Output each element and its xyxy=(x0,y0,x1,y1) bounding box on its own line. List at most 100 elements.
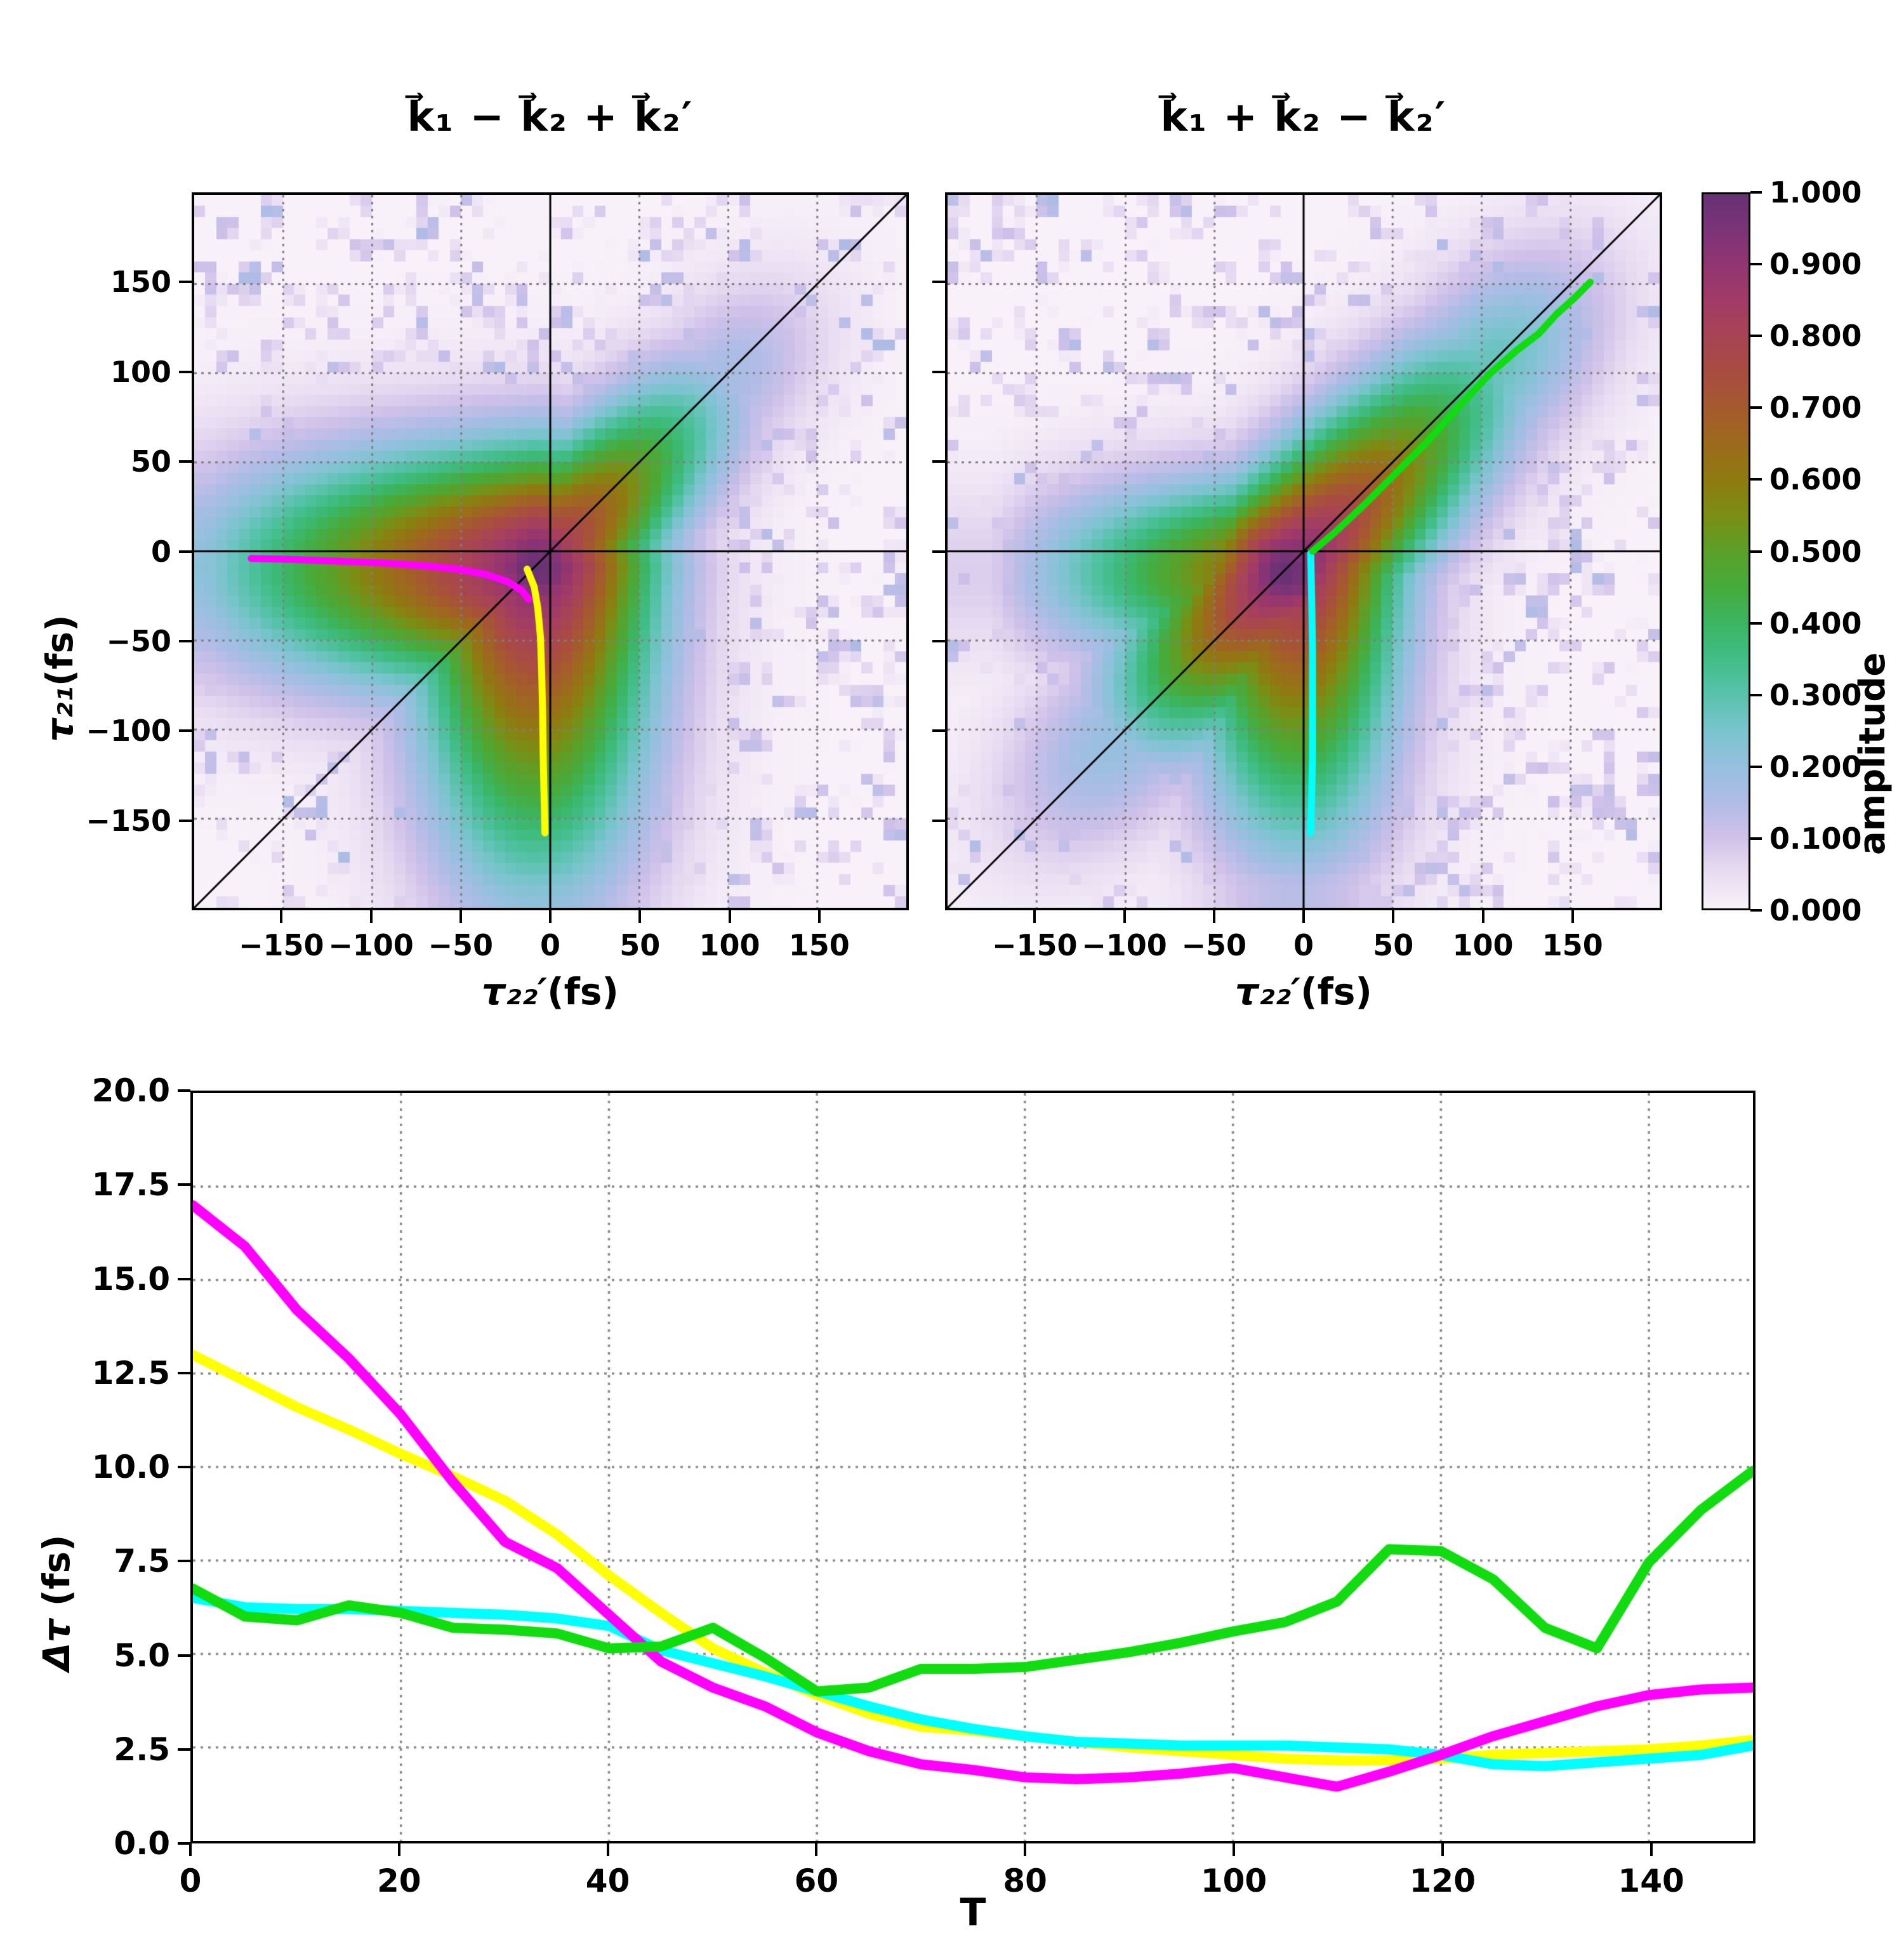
y-tick-label: −150 xyxy=(86,803,171,838)
y-tick-mark xyxy=(178,1277,190,1280)
x-tick-label: 100 xyxy=(1452,928,1514,962)
colorbar-tick-mark xyxy=(1750,263,1762,266)
y-tick-mark xyxy=(179,281,192,284)
x-tick-label: 0 xyxy=(179,1862,202,1899)
y-tick-label: 7.5 xyxy=(114,1543,170,1580)
x-tick-label: −100 xyxy=(1081,928,1167,962)
x-tick-mark xyxy=(728,910,731,923)
y-tick-label: 0 xyxy=(150,534,171,569)
left-heatmap-ylabel: τ₂₁(fs) xyxy=(38,614,81,742)
y-tick-label: 0.0 xyxy=(114,1825,170,1862)
right-heatmap-axes xyxy=(945,192,1662,910)
y-tick-mark xyxy=(179,370,192,373)
x-tick-label: 40 xyxy=(585,1862,630,1899)
x-tick-mark xyxy=(1302,910,1305,923)
x-tick-mark xyxy=(817,910,821,923)
colorbar-tick-label: 0.300 xyxy=(1769,677,1862,712)
colorbar xyxy=(1702,192,1750,910)
line-chart-xlabel: T xyxy=(960,1890,986,1935)
y-tick-mark xyxy=(932,639,945,642)
xlabel-math: τ₂₂′ xyxy=(1235,970,1301,1013)
y-tick-mark xyxy=(178,1842,190,1845)
y-tick-label: 10.0 xyxy=(91,1449,170,1485)
colorbar-tick-mark xyxy=(1750,621,1762,625)
x-tick-label: 150 xyxy=(788,928,850,962)
colorbar-tick-mark xyxy=(1750,191,1762,194)
colorbar-tick-mark xyxy=(1750,765,1762,768)
x-tick-label: 0 xyxy=(1293,928,1314,962)
x-tick-label: −150 xyxy=(238,928,324,962)
x-tick-mark xyxy=(1233,1843,1235,1856)
x-tick-label: 100 xyxy=(699,928,760,962)
colorbar-tick-label: 0.500 xyxy=(1769,534,1862,569)
y-tick-mark xyxy=(178,1560,190,1563)
x-tick-mark xyxy=(1212,910,1215,923)
x-tick-mark xyxy=(1441,1843,1444,1856)
y-tick-mark xyxy=(178,1089,190,1092)
x-tick-mark xyxy=(1571,910,1574,923)
y-tick-label: 5.0 xyxy=(114,1637,170,1674)
x-tick-label: 120 xyxy=(1409,1862,1476,1899)
y-tick-mark xyxy=(932,819,945,822)
x-tick-mark xyxy=(459,910,462,923)
y-tick-label: 100 xyxy=(110,354,171,389)
x-tick-label: 60 xyxy=(794,1862,839,1899)
y-tick-mark xyxy=(932,729,945,733)
xlabel-math: τ₂₂′ xyxy=(482,970,548,1013)
y-tick-mark xyxy=(179,819,192,822)
x-tick-label: −150 xyxy=(991,928,1078,962)
y-tick-label: −50 xyxy=(106,623,171,658)
colorbar-tick-label: 0.100 xyxy=(1769,821,1862,856)
y-tick-mark xyxy=(179,639,192,642)
y-tick-mark xyxy=(178,1466,190,1468)
y-tick-mark xyxy=(178,1371,190,1374)
colorbar-tick-label: 1.000 xyxy=(1769,175,1862,209)
y-tick-mark xyxy=(932,550,945,553)
x-tick-label: 50 xyxy=(1373,928,1414,962)
x-tick-mark xyxy=(815,1843,818,1856)
colorbar-tick-label: 0.700 xyxy=(1769,390,1862,425)
y-tick-mark xyxy=(932,370,945,373)
x-tick-mark xyxy=(638,910,642,923)
colorbar-tick-mark xyxy=(1750,909,1762,912)
x-tick-label: 50 xyxy=(619,928,661,962)
y-tick-mark xyxy=(932,460,945,463)
x-tick-mark xyxy=(1649,1843,1653,1856)
right-heatmap-canvas xyxy=(948,195,1660,908)
y-tick-label: 17.5 xyxy=(91,1166,170,1204)
y-tick-mark xyxy=(179,729,192,733)
y-tick-mark xyxy=(178,1183,190,1186)
colorbar-tick-label: 0.200 xyxy=(1769,749,1862,784)
x-tick-mark xyxy=(280,910,283,923)
x-tick-mark xyxy=(1481,910,1484,923)
x-tick-mark xyxy=(189,1843,192,1856)
y-tick-mark xyxy=(179,460,192,463)
left-heatmap-title: k⃗₁ − k⃗₂ + k⃗₂′ xyxy=(407,94,694,141)
colorbar-tick-label: 0.900 xyxy=(1769,247,1862,282)
xlabel-rest: (fs) xyxy=(547,970,619,1013)
y-tick-label: 12.5 xyxy=(91,1354,170,1391)
colorbar-tick-label: 0.000 xyxy=(1769,893,1862,927)
x-tick-label: 20 xyxy=(377,1862,421,1899)
x-tick-mark xyxy=(549,910,552,923)
x-tick-label: 100 xyxy=(1200,1862,1267,1899)
y-tick-label: −100 xyxy=(86,714,171,748)
y-tick-mark xyxy=(178,1748,190,1751)
xlabel-rest: (fs) xyxy=(1300,970,1372,1013)
x-tick-label: 80 xyxy=(1003,1862,1047,1899)
y-tick-label: 15.0 xyxy=(91,1260,170,1298)
y-tick-label: 150 xyxy=(110,265,171,300)
x-tick-mark xyxy=(1123,910,1126,923)
colorbar-tick-mark xyxy=(1750,406,1762,409)
x-tick-label: 140 xyxy=(1618,1862,1684,1899)
x-tick-label: −50 xyxy=(428,928,494,962)
x-tick-mark xyxy=(1033,910,1036,923)
x-tick-mark xyxy=(1392,910,1395,923)
right-heatmap-xlabel: τ₂₂′(fs) xyxy=(945,970,1662,1013)
delta-tau-line-axes xyxy=(190,1091,1755,1843)
left-heatmap-canvas xyxy=(194,195,906,908)
x-tick-mark xyxy=(397,1843,400,1856)
x-tick-label: −50 xyxy=(1181,928,1247,962)
y-tick-label: 2.5 xyxy=(114,1730,170,1768)
